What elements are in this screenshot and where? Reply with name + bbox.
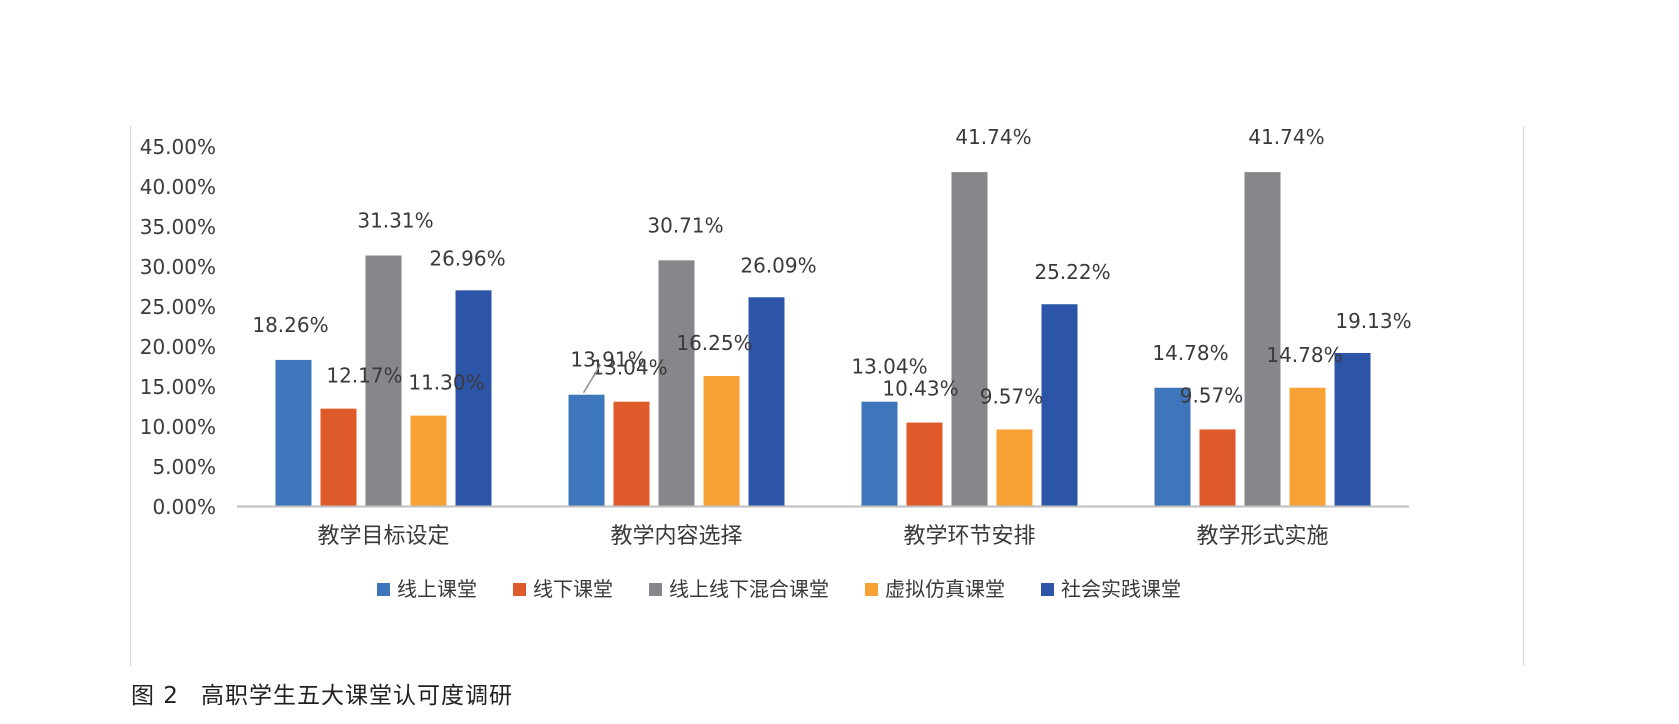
legend-swatch [865,583,878,596]
data-label: 13.04% [851,355,927,379]
bar [996,429,1033,506]
bar [658,260,695,506]
y-tick-label: 25.00% [140,295,216,319]
legend-label: 社会实践课堂 [1061,577,1181,601]
bar [861,401,898,506]
data-label: 41.74% [1248,126,1324,149]
data-label: 12.17% [326,364,402,388]
data-label: 16.25% [676,331,752,355]
y-tick-label: 0.00% [152,495,216,519]
data-label: 14.78% [1266,343,1342,367]
x-axis-categories: 教学目标设定 教学内容选择 教学环节安排 教学形式实施 [317,524,1328,549]
leader-line [582,364,602,394]
bar [455,290,492,506]
legend-label: 线下课堂 [533,577,613,601]
bar [613,401,650,506]
y-tick-label: 35.00% [140,215,216,239]
legend-label: 线上课堂 [397,577,477,601]
y-axis-ticks: 0.00% 5.00% 10.00% 15.00% 20.00% 25.00% 30.00%… [140,135,216,519]
data-label: 26.09% [740,253,816,277]
y-tick-label: 45.00% [140,135,216,159]
data-label: 13.04% [591,356,667,380]
x-category-label: 教学环节安排 [903,524,1035,549]
data-label: 13.91% [570,348,646,372]
figure-label: 图 2 [131,683,179,709]
bar [275,359,312,506]
x-category-label: 教学内容选择 [610,524,742,549]
data-label: 26.96% [429,246,505,270]
figure-caption: 图 2 高职学生五大课堂认可度调研 [131,676,513,710]
bar [1334,352,1371,506]
legend: 线上课堂 线下课堂 线上线下混合课堂 虚拟仿真课堂 社会实践课堂 [377,577,1181,601]
bar [1041,304,1078,506]
data-label: 9.57% [980,384,1044,408]
x-category-label: 教学目标设定 [317,524,449,549]
bar [1244,172,1281,506]
y-tick-label: 40.00% [140,175,216,199]
data-label: 14.78% [1152,341,1228,365]
legend-swatch [513,583,526,596]
bar [748,297,785,506]
y-tick-label: 5.00% [152,455,216,479]
chart-frame: 0.00% 5.00% 10.00% 15.00% 20.00% 25.00% 30.00%… [130,126,1524,666]
bar [703,376,740,506]
legend-label: 线上线下混合课堂 [669,577,829,601]
bar [320,408,357,506]
y-tick-label: 20.00% [140,335,216,359]
y-tick-label: 15.00% [140,375,216,399]
bar [410,415,447,506]
bar [1199,429,1236,506]
bar [365,255,402,506]
data-label: 18.26% [252,313,328,337]
bar [1154,387,1191,506]
data-label: 19.13% [1335,309,1411,333]
y-tick-label: 30.00% [140,255,216,279]
data-label: 31.31% [357,209,433,233]
legend-swatch [649,583,662,596]
legend-label: 虚拟仿真课堂 [885,577,1005,601]
bar [1289,387,1326,506]
bar-chart: 0.00% 5.00% 10.00% 15.00% 20.00% 25.00% 30.00%… [140,126,1412,601]
bar [906,422,943,506]
legend-swatch [377,583,390,596]
bars [275,172,1371,506]
bar [568,394,605,506]
data-label: 41.74% [955,126,1031,149]
data-label: 11.30% [408,371,484,395]
data-label: 30.71% [647,213,723,237]
legend-swatch [1041,583,1054,596]
data-label: 25.22% [1034,260,1110,284]
data-label: 9.57% [1180,383,1244,407]
bar [951,172,988,506]
x-category-label: 教学形式实施 [1196,524,1328,549]
y-tick-label: 10.00% [140,415,216,439]
data-label: 10.43% [882,377,958,401]
data-labels: 18.26%12.17%31.31%11.30%26.96%13.91%13.0… [252,126,1411,408]
figure-title: 高职学生五大课堂认可度调研 [200,683,513,709]
